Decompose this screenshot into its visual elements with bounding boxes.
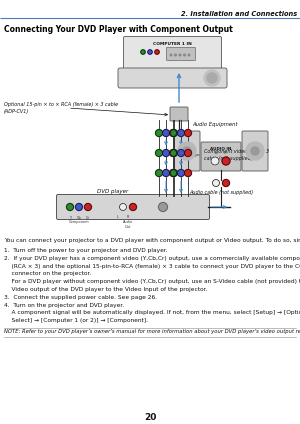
Circle shape [169, 150, 176, 156]
Circle shape [163, 150, 170, 156]
Text: connector on the projector.: connector on the projector. [4, 271, 91, 276]
Circle shape [155, 129, 163, 137]
Circle shape [223, 179, 230, 187]
Circle shape [130, 204, 136, 210]
Circle shape [178, 129, 184, 137]
Circle shape [155, 50, 159, 54]
Circle shape [204, 70, 220, 86]
FancyBboxPatch shape [242, 131, 268, 171]
Text: 3.  Connect the supplied power cable. See page 26.: 3. Connect the supplied power cable. See… [4, 295, 157, 300]
Circle shape [155, 170, 163, 176]
FancyBboxPatch shape [201, 142, 241, 171]
Circle shape [169, 170, 176, 176]
Text: Component video RCA × 3
cable (not supplied): Component video RCA × 3 cable (not suppl… [204, 149, 269, 161]
Circle shape [170, 150, 178, 156]
Text: Select] → [Computer 1 (or 2)] → [Component].: Select] → [Computer 1 (or 2)] → [Compone… [4, 318, 148, 323]
Text: 1.  Turn off the power to your projector and DVD player.: 1. Turn off the power to your projector … [4, 248, 168, 253]
Text: (RCA × 3) and the optional 15-pin-to-RCA (female) × 3 cable to connect your DVD : (RCA × 3) and the optional 15-pin-to-RCA… [4, 264, 300, 268]
FancyBboxPatch shape [124, 36, 221, 70]
Circle shape [184, 170, 191, 176]
Text: For a DVD player without component video (Y,Cb,Cr) output, use an S-Video cable : For a DVD player without component video… [4, 279, 300, 284]
Circle shape [188, 54, 190, 56]
Circle shape [141, 50, 145, 54]
Text: AUDIO IN: AUDIO IN [210, 147, 232, 151]
Circle shape [170, 170, 178, 176]
Circle shape [158, 203, 167, 212]
Circle shape [170, 54, 172, 56]
Circle shape [169, 129, 176, 137]
Circle shape [76, 204, 82, 210]
Text: 4.  Turn on the projector and DVD player.: 4. Turn on the projector and DVD player. [4, 303, 124, 307]
Text: Cb: Cb [76, 216, 81, 220]
Text: DVD player: DVD player [98, 189, 129, 194]
Circle shape [251, 147, 259, 155]
Circle shape [183, 147, 191, 155]
Circle shape [211, 157, 219, 165]
Text: Connecting Your DVD Player with Component Output: Connecting Your DVD Player with Componen… [4, 25, 233, 34]
Text: Optional 15-pin × to × RCA (female) × 3 cable
(ADP-CV1): Optional 15-pin × to × RCA (female) × 3 … [4, 102, 118, 114]
Circle shape [170, 129, 178, 137]
FancyBboxPatch shape [56, 195, 209, 220]
Circle shape [207, 73, 217, 83]
Circle shape [178, 170, 184, 176]
Text: Y: Y [69, 216, 71, 220]
Circle shape [246, 142, 264, 160]
Circle shape [155, 150, 163, 156]
Circle shape [184, 54, 185, 56]
Circle shape [178, 150, 184, 156]
Circle shape [148, 50, 152, 54]
Circle shape [67, 204, 73, 210]
Text: Component: Component [69, 220, 89, 224]
Circle shape [119, 204, 127, 210]
Circle shape [184, 129, 191, 137]
FancyBboxPatch shape [118, 68, 227, 88]
Circle shape [222, 157, 230, 165]
Text: 2.  If your DVD player has a component video (Y,Cb,Cr) output, use a commerciall: 2. If your DVD player has a component vi… [4, 256, 300, 261]
Text: L: L [216, 151, 218, 155]
Text: Cr: Cr [86, 216, 90, 220]
Text: Audio Equipment: Audio Equipment [192, 122, 238, 127]
Circle shape [212, 179, 220, 187]
FancyBboxPatch shape [170, 107, 188, 121]
Circle shape [163, 170, 170, 176]
Circle shape [179, 54, 181, 56]
Text: You can connect your projector to a DVD player with component output or Video ou: You can connect your projector to a DVD … [4, 238, 300, 243]
Circle shape [175, 54, 176, 56]
Text: Audio
Out: Audio Out [123, 220, 133, 229]
Text: 2. Installation and Connections: 2. Installation and Connections [181, 11, 297, 17]
Text: R: R [224, 151, 226, 155]
Text: L: L [117, 215, 119, 219]
Text: COMPUTER 1 IN: COMPUTER 1 IN [153, 42, 192, 46]
Text: Audio cable (not supplied): Audio cable (not supplied) [189, 190, 253, 195]
Text: R: R [127, 215, 129, 219]
Text: Video output of the DVD player to the Video Input of the projector.: Video output of the DVD player to the Vi… [4, 287, 207, 292]
Circle shape [163, 129, 170, 137]
Text: 20: 20 [144, 413, 156, 422]
Text: A component signal will be automatically displayed. If not, from the menu, selec: A component signal will be automatically… [4, 310, 300, 315]
FancyBboxPatch shape [174, 131, 200, 171]
FancyBboxPatch shape [167, 47, 196, 61]
Circle shape [178, 142, 196, 160]
Circle shape [85, 204, 92, 210]
Text: NOTE: Refer to your DVD player’s owner’s manual for more information about your : NOTE: Refer to your DVD player’s owner’s… [4, 329, 300, 334]
Circle shape [184, 150, 191, 156]
